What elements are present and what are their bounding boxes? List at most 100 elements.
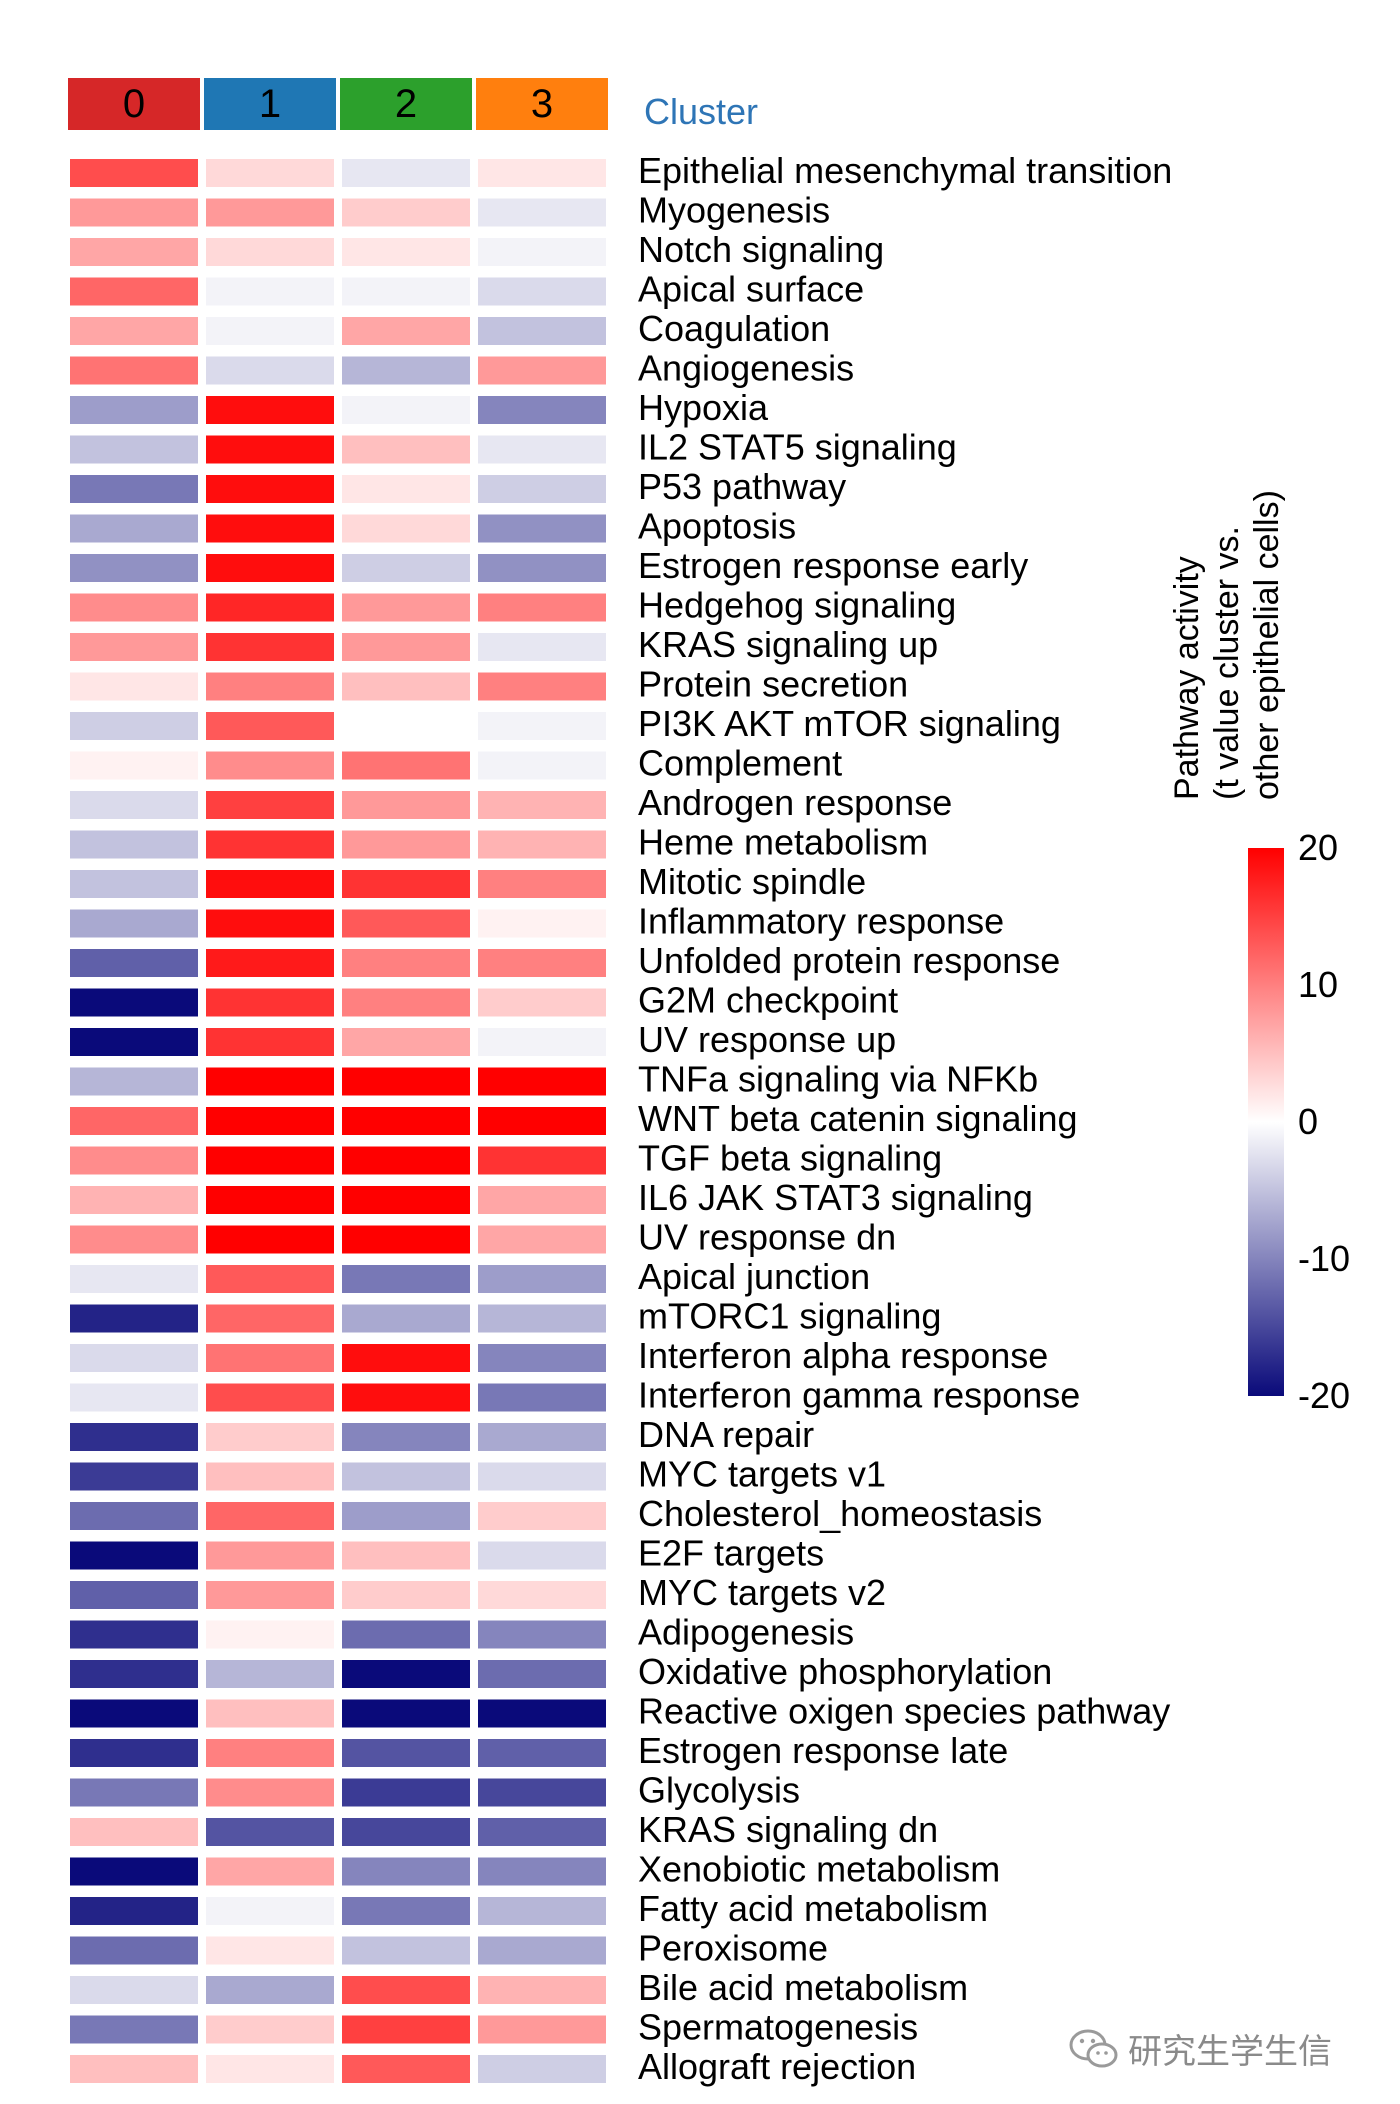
heatmap-cell [342,830,470,859]
colorbar: 20 10 0 -10 -20 Pathway activity (t valu… [1168,490,1350,1416]
heatmap-cell [70,356,198,385]
heatmap-cells [70,159,606,2083]
heatmap-cell [478,198,606,227]
heatmap-cell [70,712,198,740]
heatmap-cell [478,435,606,464]
heatmap-cell [478,1976,606,2004]
heatmap-cell [478,712,606,740]
heatmap-cell [206,1660,334,1688]
heatmap-cell [342,1778,470,1807]
heatmap-cell [70,791,198,819]
heatmap-cell [478,1344,606,1372]
heatmap-cell [206,1462,334,1491]
cluster-header-cell-3 [476,78,608,130]
row-label: Complement [638,743,842,784]
heatmap-cell [342,1107,470,1135]
row-label: UV response dn [638,1217,896,1258]
row-label: Myogenesis [638,190,830,231]
heatmap-cell [342,1423,470,1451]
row-label: Androgen response [638,782,952,823]
heatmap-cell [342,1344,470,1372]
heatmap-cell [70,1304,198,1333]
heatmap-cell [478,1581,606,1609]
heatmap-cell [70,238,198,266]
row-label: Estrogen response early [638,545,1028,586]
heatmap-cell [206,1423,334,1451]
heatmap-cell [342,277,470,306]
row-label: DNA repair [638,1414,814,1455]
heatmap-cell [70,396,198,424]
heatmap-cell [478,1462,606,1491]
row-label: UV response up [638,1019,896,1060]
heatmap-cell [478,830,606,859]
heatmap-cell [478,1304,606,1333]
cluster-header-cell-2 [340,78,472,130]
heatmap-cell [478,593,606,622]
heatmap-cell [70,1186,198,1214]
heatmap-cell [70,1660,198,1688]
colorbar-tick-0: 0 [1298,1101,1318,1142]
heatmap-cell [206,830,334,859]
heatmap-cell [206,870,334,898]
heatmap-cell [342,475,470,503]
heatmap-cell [478,1423,606,1451]
row-label: Glycolysis [638,1770,800,1811]
row-label: Apoptosis [638,506,796,547]
row-label: KRAS signaling dn [638,1809,938,1850]
heatmap-cell [70,633,198,661]
heatmap-cell [478,633,606,661]
row-label: Coagulation [638,308,830,349]
heatmap-cell [70,1818,198,1846]
row-label: E2F targets [638,1533,824,1574]
row-label: Mitotic spindle [638,861,866,902]
row-label: Spermatogenesis [638,2007,918,2048]
heatmap-cell [342,909,470,938]
cluster-header-bar: 0 1 2 3 [68,78,608,130]
heatmap-cell [206,1699,334,1728]
row-label: Oxidative phosphorylation [638,1651,1052,1692]
colorbar-tick-10: 10 [1298,964,1338,1005]
heatmap-cell [70,1976,198,2004]
heatmap-cell [206,1581,334,1609]
heatmap-cell [70,1383,198,1412]
heatmap-cell [206,198,334,227]
heatmap-cell [70,1423,198,1451]
heatmap-cell [342,356,470,385]
heatmap-cell [478,1818,606,1846]
heatmap-cell [342,1660,470,1688]
heatmap-cell [206,1857,334,1886]
heatmap-cell [478,791,606,819]
row-label: Unfolded protein response [638,940,1060,981]
heatmap-cell [478,751,606,780]
heatmap-cell [342,988,470,1017]
heatmap-cell [206,633,334,661]
heatmap-cell [478,396,606,424]
row-label: WNT beta catenin signaling [638,1098,1078,1139]
row-label: Cholesterol_homeostasis [638,1493,1042,1534]
heatmap-cell [478,2015,606,2044]
cluster-header-label-0: 0 [123,82,145,126]
row-label: TNFa signaling via NFKb [638,1059,1038,1100]
heatmap-cell [478,238,606,266]
heatmap-cell [342,949,470,977]
heatmap-cell [206,1265,334,1293]
colorbar-title-line3: other epithelial cells) [1248,490,1286,800]
heatmap-cell [206,751,334,780]
heatmap-cell [70,1146,198,1175]
heatmap-cell [206,2015,334,2044]
heatmap-cell [342,396,470,424]
heatmap-cell [70,949,198,977]
heatmap-cell [70,1897,198,1925]
heatmap-cell [478,514,606,543]
heatmap-cell [478,1660,606,1688]
heatmap-cell [342,1304,470,1333]
row-label: Allograft rejection [638,2046,916,2087]
heatmap-cell [342,514,470,543]
heatmap-cell [478,1699,606,1728]
heatmap-cell [478,277,606,306]
heatmap-cell [206,1186,334,1214]
heatmap-cell [478,988,606,1017]
heatmap-cell [478,949,606,977]
heatmap-cell [342,1976,470,2004]
